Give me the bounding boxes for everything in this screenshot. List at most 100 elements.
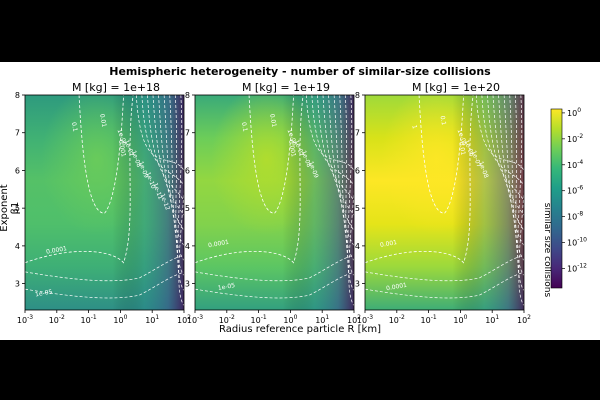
contour-line — [487, 95, 524, 201]
y-tick-label: 6 — [15, 166, 20, 175]
contour-line — [365, 95, 474, 264]
y-tick-label: 7 — [185, 129, 190, 138]
contour-line — [365, 271, 524, 299]
x-tick-label: 10-3 — [357, 314, 373, 325]
x-tick-label: 10-3 — [17, 314, 33, 325]
colorbar-tick-label: 10-10 — [567, 237, 587, 248]
contour-line — [311, 95, 354, 186]
x-tick-label: 101 — [315, 314, 329, 325]
x-tick-label: 10-3 — [187, 314, 203, 325]
contour-label: 0.001 — [380, 239, 398, 249]
contour-label: 0.0001 — [208, 239, 230, 250]
panel-title-1: M [kg] = 1e+18 — [71, 81, 161, 94]
y-tick-label: 8 — [15, 91, 20, 100]
contour-line — [195, 254, 354, 282]
contour-line — [517, 95, 524, 291]
contour-label: 0.1 — [240, 122, 249, 133]
contour-line — [328, 95, 354, 231]
contour-label: 1 — [410, 124, 418, 129]
y-tick-label: 5 — [355, 204, 360, 213]
y-tick-label: 3 — [355, 280, 360, 289]
x-tick-label: 100 — [453, 314, 467, 325]
colorbar — [550, 108, 563, 289]
y-tick-label: 4 — [185, 242, 190, 251]
figure: Hemispheric heterogeneity - number of si… — [0, 62, 600, 340]
contour-label: 0.01 — [457, 141, 466, 156]
x-tick-label: 102 — [517, 314, 531, 325]
y-tick-label: 4 — [15, 242, 20, 251]
contour-line — [25, 271, 184, 299]
y-tick-label: 7 — [15, 129, 20, 138]
contour-line — [514, 95, 524, 276]
contour-line — [195, 271, 354, 299]
contour-line — [177, 95, 184, 291]
y-tick-label: 8 — [185, 91, 190, 100]
panel-title-3: M [kg] = 1e+20 — [411, 81, 501, 94]
contour-label: 0.1 — [70, 122, 79, 133]
x-tick-label: 10-2 — [49, 314, 65, 325]
panel-1-frame — [24, 94, 185, 311]
x-tick-label: 10-1 — [81, 314, 97, 325]
panel-3-frame — [364, 94, 525, 311]
x-tick-label: 101 — [145, 314, 159, 325]
x-tick-label: 10-1 — [251, 314, 267, 325]
plot-canvas: 0.1 0.010.0010.00011e-051e-061e-071e-081e… — [15, 91, 587, 325]
x-tick-label: 101 — [485, 314, 499, 325]
contour-line — [498, 95, 524, 231]
y-tick-label: 4 — [355, 242, 360, 251]
colorbar-tick-label: 100 — [567, 107, 581, 118]
panel-2-frame — [194, 94, 355, 311]
contour-line — [25, 254, 184, 282]
y-tick-label: 7 — [355, 129, 360, 138]
contour-line — [492, 95, 524, 216]
colorbar-tick-label: 10-6 — [567, 185, 583, 196]
panel-title-2: M [kg] = 1e+19 — [241, 81, 331, 94]
y-tick-label: 3 — [15, 280, 20, 289]
x-axis-label: Radius reference particle R [km] — [219, 324, 381, 335]
contour-label: 0.001 — [117, 139, 127, 157]
y-tick-label: 3 — [185, 280, 190, 289]
x-tick-label: 100 — [113, 314, 127, 325]
y-tick-label: 5 — [185, 204, 190, 213]
x-tick-label: 10-2 — [219, 314, 235, 325]
contour-line — [25, 95, 134, 264]
contour-line — [365, 254, 524, 282]
y-tick-label: 6 — [185, 166, 190, 175]
x-tick-label: 100 — [283, 314, 297, 325]
chart-title: Hemispheric heterogeneity - number of si… — [109, 65, 491, 78]
y-tick-label: 6 — [355, 166, 360, 175]
contour-line — [158, 95, 184, 231]
contour-line — [163, 95, 184, 246]
contour-line — [481, 95, 524, 186]
colorbar-tick-label: 10-4 — [567, 159, 583, 170]
contour-line — [317, 95, 354, 201]
contour-label: 0.1 — [439, 115, 448, 126]
contour-line — [152, 95, 184, 216]
contour-label: 0.01 — [98, 113, 107, 128]
contour-line — [333, 95, 354, 246]
contour-label: 1e-05 — [35, 288, 53, 298]
contour-line — [195, 95, 304, 264]
contour-label: 0.0001 — [386, 282, 408, 293]
colorbar-tick-label: 10-12 — [567, 263, 587, 274]
contour-label: 0.01 — [268, 113, 277, 128]
colorbar-tick-label: 10-2 — [567, 133, 583, 144]
panel-3-falloff — [365, 95, 524, 310]
contour-line — [322, 95, 354, 216]
x-tick-label: 102 — [177, 314, 191, 325]
contour-line — [147, 95, 184, 201]
x-tick-label: 10-1 — [421, 314, 437, 325]
contour-label: 0.0001 — [46, 245, 68, 256]
contour-label: 0.001 — [287, 139, 297, 157]
contour-line — [141, 95, 184, 186]
y-tick-label: 5 — [15, 204, 20, 213]
contour-label: 1e-05 — [217, 282, 235, 292]
contour-line — [503, 95, 524, 246]
colorbar-tick-label: 10-8 — [567, 211, 583, 222]
contour-line — [174, 95, 184, 276]
x-tick-label: 102 — [347, 314, 361, 325]
panel-2-falloff — [195, 95, 354, 310]
panel-1-falloff — [25, 95, 184, 310]
contour-line — [347, 95, 354, 291]
x-tick-label: 10-2 — [389, 314, 405, 325]
